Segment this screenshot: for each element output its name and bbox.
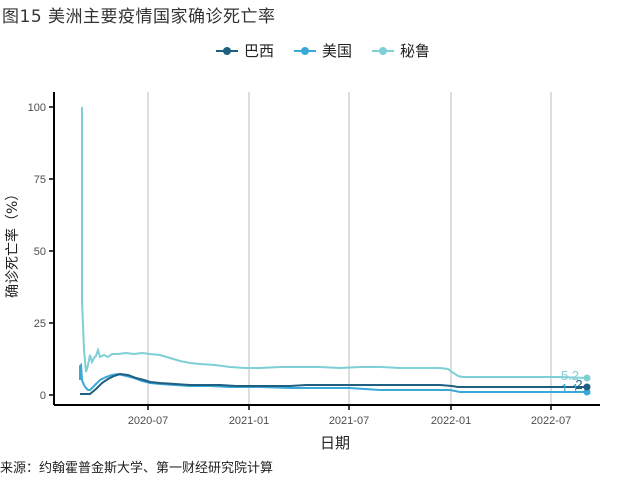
legend-item-usa: 美国: [293, 40, 352, 61]
y-tick-label: 100: [28, 102, 46, 114]
chart-title: 图15 美洲主要疫情国家确诊死亡率: [2, 7, 276, 27]
legend-label: 巴西: [243, 42, 274, 60]
y-axis-label-text: 确诊死亡率（%）: [5, 186, 21, 298]
legend: 巴西 美国 秘鲁: [0, 40, 640, 61]
legend-key-icon: [215, 44, 238, 58]
legend-key-icon: [372, 44, 394, 58]
series-line-brazil: [80, 372, 587, 395]
y-axis-label: 确诊死亡率（%）: [2, 187, 22, 298]
end-label-peru: 5.2: [561, 368, 579, 383]
end-label-brazil: 2: [575, 377, 582, 392]
y-tick-label: 50: [34, 246, 46, 258]
x-tick-label: 2022-01: [431, 415, 471, 427]
legend-label: 秘鲁: [400, 42, 431, 60]
y-tick-label: 0: [40, 390, 46, 402]
x-tick-label: 2021-01: [229, 415, 269, 427]
x-tick-label: 2022-07: [531, 415, 571, 427]
y-tick-label: 75: [34, 174, 46, 186]
x-axis-label: 日期: [319, 434, 350, 452]
y-tick-label: 25: [34, 318, 46, 330]
end-label-usa: 1.1: [561, 381, 579, 396]
end-point-peru: [583, 374, 591, 382]
legend-label: 美国: [321, 42, 352, 60]
legend-item-brazil: 巴西: [215, 40, 274, 61]
legend-item-peru: 秘鲁: [372, 40, 430, 61]
x-tick-label: 2020-07: [128, 415, 168, 427]
series-line-peru: [81, 107, 588, 379]
end-point-usa: [583, 388, 591, 396]
end-point-brazil: [583, 383, 591, 391]
x-tick-label: 2021-07: [329, 415, 369, 427]
source-note: 来源：约翰霍普金斯大学、第一财经研究院计算: [0, 461, 274, 476]
legend-key-icon: [293, 44, 316, 58]
gridlines: [147, 92, 552, 405]
